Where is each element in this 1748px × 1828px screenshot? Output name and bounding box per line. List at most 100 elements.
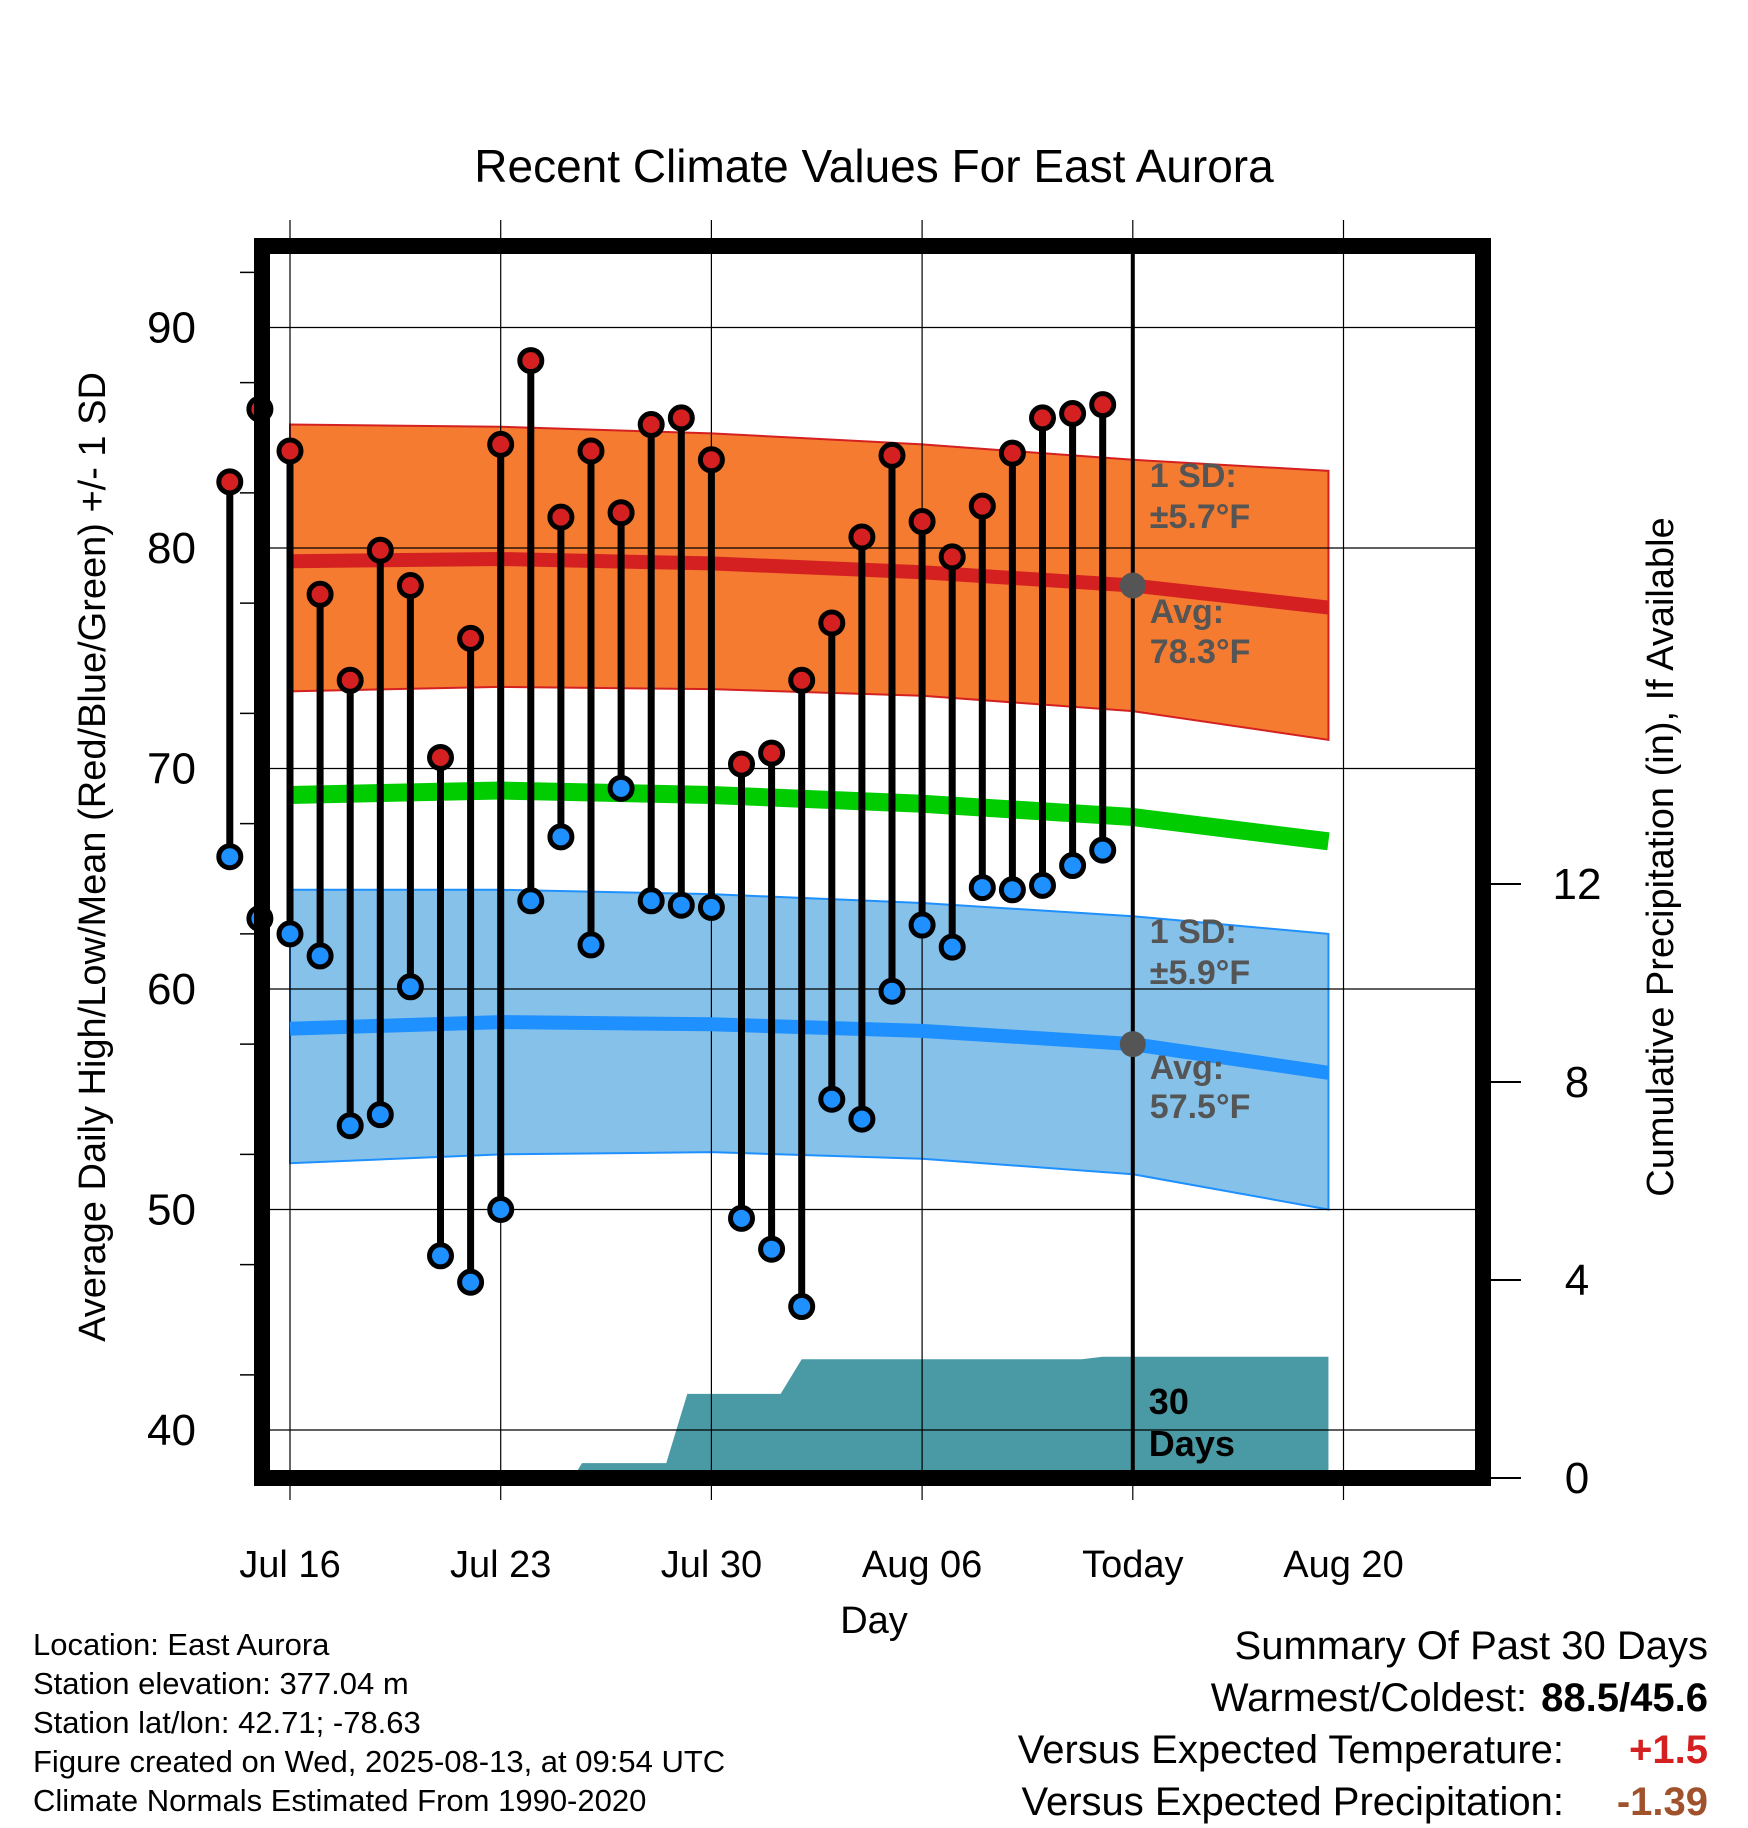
high-avg-value: 78.3°F	[1150, 633, 1251, 671]
high-point	[547, 503, 575, 531]
low-point	[396, 973, 424, 1001]
low-point	[336, 1112, 364, 1140]
low-sd-label: 1 SD:	[1150, 913, 1237, 951]
high-point	[637, 411, 665, 439]
high-point	[1059, 399, 1087, 427]
low-point	[306, 942, 334, 970]
window-count-label: 30	[1149, 1381, 1189, 1422]
high-point	[968, 492, 996, 520]
high-sd-label: 1 SD:	[1150, 457, 1237, 495]
low-point	[908, 911, 936, 939]
y-tick-label: 80	[147, 524, 196, 573]
plot-frame	[254, 238, 1491, 1486]
low-point	[427, 1242, 454, 1270]
high-point	[758, 739, 786, 767]
chart-title: Recent Climate Values For East Aurora	[474, 140, 1274, 192]
low-point	[276, 920, 304, 948]
low-point	[487, 1196, 515, 1223]
summary-title: Summary Of Past 30 Days	[1234, 1624, 1708, 1668]
high-point	[216, 468, 244, 496]
high-avg-label: Avg:	[1150, 593, 1224, 631]
y2-tick-label: 8	[1565, 1058, 1589, 1107]
low-point	[366, 1101, 394, 1129]
latlon-text: Station lat/lon: 42.71; -78.63	[33, 1705, 421, 1740]
low-point	[968, 874, 996, 902]
y2-tick-label: 12	[1553, 860, 1602, 909]
high-point	[517, 347, 545, 375]
low-point	[818, 1085, 846, 1113]
high-point	[878, 441, 906, 469]
high-point	[728, 750, 755, 778]
summary-temp-row: Versus Expected Temperature: +1.5	[1018, 1724, 1708, 1776]
high-point	[607, 499, 635, 527]
low-point	[517, 887, 545, 915]
high-point	[396, 571, 424, 599]
low-point	[457, 1268, 485, 1296]
low-point	[938, 933, 966, 961]
x-axis-label: Day	[840, 1600, 908, 1642]
normal-mean-line	[289, 781, 1330, 851]
x-tick-label: Jul 23	[450, 1544, 551, 1586]
precip-value: -1.39	[1616, 1780, 1708, 1824]
low-point	[667, 891, 695, 919]
today-high-normal-marker	[1119, 572, 1146, 599]
temp-value: +1.5	[1629, 1728, 1708, 1772]
high-point	[306, 580, 334, 608]
high-point	[818, 609, 846, 637]
created-text: Figure created on Wed, 2025-08-13, at 09…	[33, 1744, 726, 1779]
location-text: Location: East Aurora	[33, 1627, 330, 1662]
high-point	[697, 446, 725, 474]
precip-label: Versus Expected Precipitation:	[1021, 1780, 1564, 1824]
y2-tick-label: 0	[1565, 1454, 1589, 1503]
x-tick-label: Today	[1082, 1544, 1183, 1586]
x-tick-label: Aug 20	[1283, 1544, 1403, 1586]
low-point	[788, 1293, 816, 1321]
high-point	[457, 624, 485, 652]
high-point	[336, 666, 364, 694]
today-low-normal-marker	[1119, 1031, 1146, 1058]
y-tick-label: 60	[147, 965, 196, 1014]
high-point	[276, 437, 304, 465]
window-days-label: Days	[1149, 1423, 1235, 1464]
low-point	[697, 893, 725, 921]
high-point	[908, 508, 936, 536]
high-point	[1029, 404, 1056, 432]
normal-low-line	[289, 1015, 1330, 1080]
high-point	[366, 536, 394, 564]
warmest-label: Warmest/Coldest:	[1210, 1676, 1528, 1720]
low-point	[1089, 836, 1117, 864]
high-point	[667, 404, 695, 432]
low-sd-value: ±5.9°F	[1150, 954, 1250, 992]
station-info: Location: East Aurora Station elevation:…	[33, 1625, 725, 1820]
low-point	[848, 1105, 876, 1133]
high-point	[998, 439, 1026, 467]
high-point	[848, 523, 876, 551]
high-point	[427, 743, 454, 771]
y-tick-label: 90	[147, 304, 196, 353]
summary-panel: Summary Of Past 30 Days Warmest/Coldest:…	[1018, 1620, 1708, 1828]
normals-text: Climate Normals Estimated From 1990-2020	[33, 1783, 647, 1818]
y-axis-label: Average Daily High/Low/Mean (Red/Blue/Gr…	[72, 372, 114, 1342]
warmest-value: 88.5/45.6	[1541, 1676, 1708, 1720]
low-point	[577, 931, 605, 959]
normal-high-line	[289, 552, 1330, 615]
x-tick-label: Jul 16	[239, 1544, 340, 1586]
y2-tick-label: 4	[1565, 1256, 1589, 1305]
low-point	[637, 887, 665, 915]
temp-label: Versus Expected Temperature:	[1017, 1728, 1564, 1772]
elevation-text: Station elevation: 377.04 m	[33, 1666, 409, 1701]
high-point	[577, 437, 605, 465]
low-point	[607, 774, 635, 802]
x-tick-label: Aug 06	[862, 1544, 982, 1586]
y2-axis-label: Cumulative Precipitation (in), If Availa…	[1640, 517, 1682, 1196]
low-point	[547, 823, 575, 851]
high-point	[938, 543, 966, 571]
precipitation-area	[274, 1356, 1329, 1478]
high-point	[487, 430, 515, 458]
low-point	[1059, 852, 1087, 880]
low-point	[758, 1235, 786, 1263]
x-tick-label: Jul 30	[661, 1544, 762, 1586]
low-point	[998, 876, 1026, 904]
low-point	[216, 843, 244, 871]
